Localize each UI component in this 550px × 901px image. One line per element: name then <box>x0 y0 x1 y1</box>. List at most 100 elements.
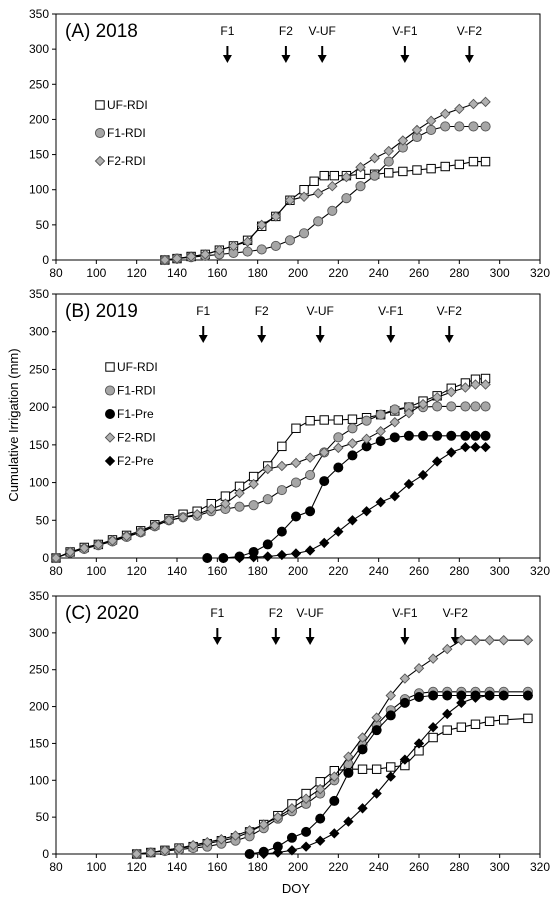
legend-marker <box>94 155 106 167</box>
data-point <box>361 415 372 426</box>
data-point <box>383 156 394 167</box>
data-point <box>135 527 146 538</box>
data-point <box>480 96 491 108</box>
data-point <box>389 490 400 502</box>
data-point <box>329 170 340 181</box>
data-point <box>399 754 411 765</box>
data-point <box>333 442 344 454</box>
series-uf-rdi <box>131 713 533 859</box>
x-tick-label: 180 <box>248 564 268 578</box>
data-point <box>375 426 386 437</box>
data-point <box>442 708 453 720</box>
data-point <box>460 401 471 412</box>
data-point <box>256 219 267 231</box>
data-point <box>357 803 368 814</box>
series-f2-rdi <box>159 96 491 266</box>
data-point <box>145 847 157 858</box>
series-line <box>55 405 486 559</box>
data-point <box>375 409 386 420</box>
data-point <box>220 498 231 509</box>
series-uf-rdi <box>160 156 491 265</box>
data-point <box>171 253 183 264</box>
data-point <box>304 452 316 463</box>
data-point <box>446 447 457 458</box>
data-point <box>498 634 509 646</box>
data-point <box>431 456 443 467</box>
legend-marker <box>104 455 116 467</box>
data-point <box>398 166 408 177</box>
event-arrow-head <box>317 55 327 63</box>
data-point <box>258 848 269 860</box>
data-point <box>276 485 287 496</box>
data-point <box>284 235 295 246</box>
data-point <box>468 98 479 110</box>
data-point <box>298 228 310 239</box>
data-point <box>300 841 312 852</box>
data-point <box>333 462 344 473</box>
data-point <box>460 441 471 453</box>
x-tick-label: 80 <box>49 564 63 578</box>
data-point <box>357 764 368 774</box>
data-point <box>256 244 267 255</box>
x-tick-label: 160 <box>207 564 227 578</box>
data-point <box>50 552 62 564</box>
data-point <box>412 165 422 175</box>
x-tick-label: 200 <box>288 860 308 874</box>
data-point <box>304 545 316 556</box>
data-point <box>468 121 479 132</box>
data-point <box>470 430 481 441</box>
data-point <box>199 249 211 260</box>
data-point <box>234 501 245 512</box>
y-tick-label: 50 <box>36 513 50 527</box>
data-point <box>484 690 495 701</box>
data-point <box>383 145 394 157</box>
x-tick-label: 120 <box>127 860 147 874</box>
event-label: V-UF <box>309 24 336 38</box>
data-point <box>441 643 453 655</box>
data-point <box>460 430 471 441</box>
data-point <box>290 477 302 488</box>
legend: UF-RDI F1-RDI F1-Pre F2-RDI F2-Pre <box>104 360 158 468</box>
data-point <box>214 244 225 256</box>
panel-2018: 0 50 100 150 200 250 300 350 80 100 120 140 160 180 20… <box>29 7 550 280</box>
data-point <box>272 847 283 858</box>
y-tick-label: 350 <box>29 589 49 603</box>
x-tick-label: 320 <box>530 860 550 874</box>
legend-label: F2-RDI <box>107 154 146 168</box>
data-point <box>327 205 338 216</box>
data-point <box>301 826 312 837</box>
data-point <box>355 181 366 192</box>
data-point <box>418 430 429 441</box>
data-point <box>470 379 481 390</box>
data-point <box>347 414 358 424</box>
data-point <box>357 732 368 743</box>
data-point <box>248 552 259 563</box>
data-point <box>191 509 203 520</box>
panel-2019: 0 50 100 150 200 250 300 350 80 100 120 140 160 180 20… <box>29 287 550 578</box>
data-point <box>309 176 319 186</box>
event-label: F2 <box>269 606 283 620</box>
x-tick-label: 260 <box>409 564 429 578</box>
legend-label: F2-RDI <box>117 431 156 445</box>
data-point <box>454 103 465 115</box>
data-point <box>385 771 396 782</box>
data-point <box>357 744 368 755</box>
data-point <box>262 494 273 505</box>
data-point <box>480 401 491 412</box>
x-tick-label: 320 <box>530 266 550 280</box>
data-point <box>347 438 358 449</box>
data-point <box>341 171 352 183</box>
x-tick-label: 140 <box>167 860 187 874</box>
data-point <box>107 535 118 546</box>
event-label: F2 <box>255 304 269 318</box>
event-arrow-head <box>400 637 410 645</box>
x-tick-label: 120 <box>127 266 147 280</box>
data-point <box>315 813 326 824</box>
panel-title: (C) 2020 <box>65 603 139 624</box>
event-arrow-head <box>281 55 291 63</box>
data-point <box>411 124 423 136</box>
data-point <box>163 515 175 526</box>
data-point <box>523 713 533 724</box>
event-arrow-head <box>386 335 396 343</box>
x-tick-label: 160 <box>207 266 227 280</box>
